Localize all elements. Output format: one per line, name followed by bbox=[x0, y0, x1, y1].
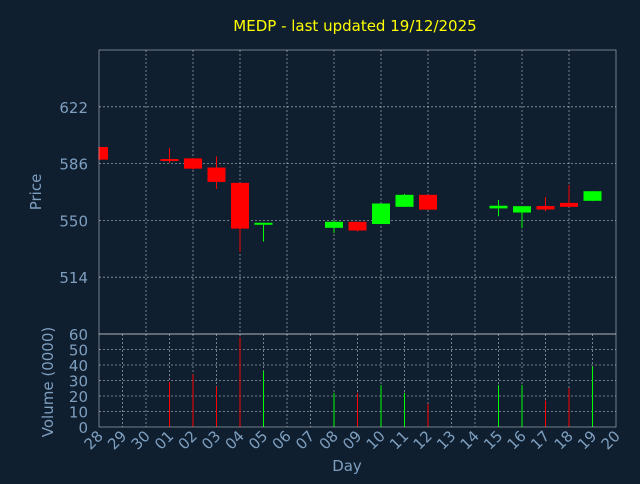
x-tick-label: 08 bbox=[316, 427, 342, 453]
price-tick-label: 622 bbox=[59, 99, 88, 117]
candle-body bbox=[419, 194, 437, 210]
x-tick-label: 18 bbox=[551, 427, 577, 453]
chart-title: MEDP - last updated 19/12/2025 bbox=[233, 17, 476, 35]
price-tick-label: 550 bbox=[59, 212, 88, 230]
volume-tick-label: 60 bbox=[69, 326, 88, 344]
x-tick-label: 13 bbox=[433, 427, 459, 453]
volume-tick-label: 50 bbox=[69, 342, 88, 360]
x-tick-label: 19 bbox=[574, 427, 600, 453]
candle-body bbox=[536, 206, 555, 210]
candle-body bbox=[231, 182, 249, 229]
volume-tick-label: 0 bbox=[78, 419, 88, 437]
x-tick-label: 10 bbox=[363, 427, 389, 453]
price-candles bbox=[98, 147, 602, 252]
candle-body bbox=[372, 203, 390, 225]
x-tick-label: 16 bbox=[504, 427, 530, 453]
x-tick-label: 07 bbox=[292, 427, 318, 453]
x-tick-label: 04 bbox=[222, 427, 248, 453]
x-tick-label: 30 bbox=[128, 427, 154, 453]
price-panel-border bbox=[98, 49, 617, 335]
x-tick-label: 12 bbox=[410, 427, 436, 453]
candle-body bbox=[325, 221, 343, 228]
x-tick-label: 09 bbox=[339, 427, 365, 453]
volume-tick-label: 10 bbox=[69, 404, 88, 422]
candle-body bbox=[583, 191, 602, 201]
x-tick-label: 01 bbox=[151, 427, 177, 453]
x-tick-label: 14 bbox=[457, 427, 483, 453]
x-axis-label: Day bbox=[332, 457, 362, 475]
price-grid: 514 550 586 622 bbox=[59, 50, 616, 334]
candle-body bbox=[348, 221, 367, 231]
x-tick-label: 17 bbox=[527, 427, 553, 453]
candle-body bbox=[160, 159, 179, 162]
candle-body bbox=[184, 158, 202, 169]
x-tick-label: 29 bbox=[104, 427, 130, 453]
x-tick-label: 06 bbox=[269, 427, 295, 453]
price-tick-label: 514 bbox=[59, 269, 88, 287]
x-tick-label: 20 bbox=[598, 427, 624, 453]
x-tick-label: 15 bbox=[480, 427, 506, 453]
candle-body bbox=[560, 202, 578, 207]
panel-borders bbox=[98, 49, 617, 428]
volume-axis-label: Volume (0000) bbox=[39, 327, 57, 437]
volume-tick-label: 30 bbox=[69, 373, 88, 391]
volume-bars bbox=[169, 337, 593, 427]
price-axis-label: Price bbox=[27, 174, 45, 211]
x-tick-label: 02 bbox=[175, 427, 201, 453]
candle-body bbox=[254, 222, 273, 225]
volume-panel-border bbox=[98, 333, 617, 428]
x-tick-labels: 2829300102030405060708091011121314151617… bbox=[81, 427, 624, 453]
x-tick-label: 03 bbox=[198, 427, 224, 453]
candle-body bbox=[513, 206, 531, 213]
candle-body bbox=[99, 147, 108, 160]
volume-tick-label: 20 bbox=[69, 388, 88, 406]
candle-body bbox=[489, 205, 508, 209]
volume-tick-label: 40 bbox=[69, 357, 88, 375]
price-tick-label: 586 bbox=[59, 156, 88, 174]
x-tick-label: 11 bbox=[386, 427, 412, 453]
candle-body bbox=[207, 167, 226, 182]
candle-body bbox=[395, 194, 414, 207]
x-tick-label: 05 bbox=[245, 427, 271, 453]
